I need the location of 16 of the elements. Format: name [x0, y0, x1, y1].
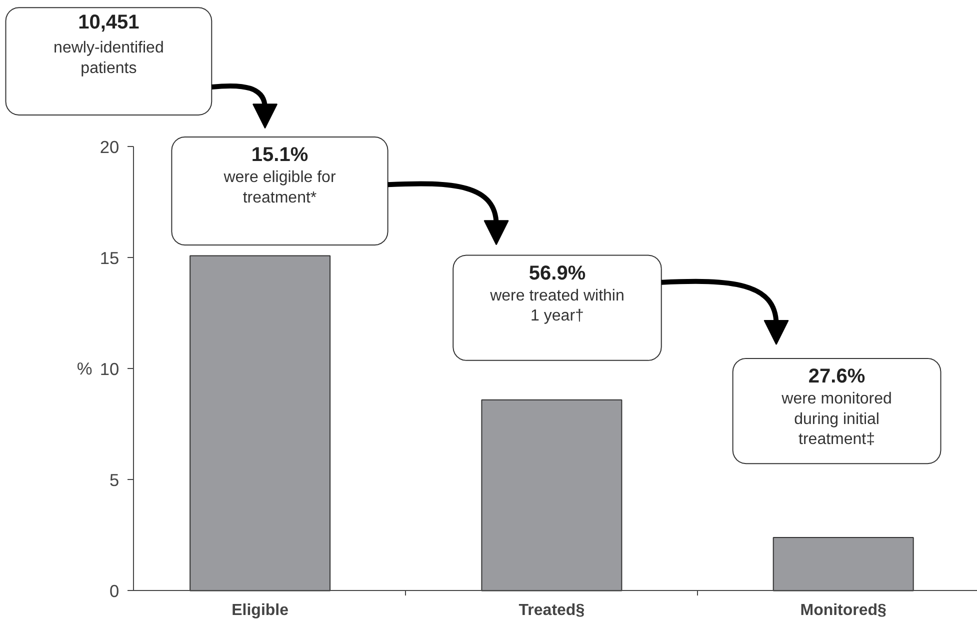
bar [772, 537, 914, 592]
annotation: 27.6% were monitored during initial treatment‡ [780, 365, 892, 448]
y-tick-label: 15 [100, 248, 120, 268]
y-tick-label: 5 [110, 470, 120, 490]
text: 10,451 newly-identified patients [54, 12, 164, 77]
annotation: 15.1% were eligible for treatment* [222, 144, 336, 206]
y-tick-label: 0 [110, 580, 120, 601]
y-tick-label: 10 [100, 358, 120, 379]
x-tick-label: Eligible [232, 602, 289, 619]
bar [481, 399, 622, 592]
x-tick-label: Treated§ [518, 602, 585, 619]
y-axis-title: % [76, 358, 92, 378]
y-tick-label: 20 [100, 136, 120, 157]
annotation: 56.9% were treated within 1 year† [489, 262, 624, 325]
x-tick-label: Monitored§ [800, 602, 887, 619]
bar [190, 255, 331, 592]
